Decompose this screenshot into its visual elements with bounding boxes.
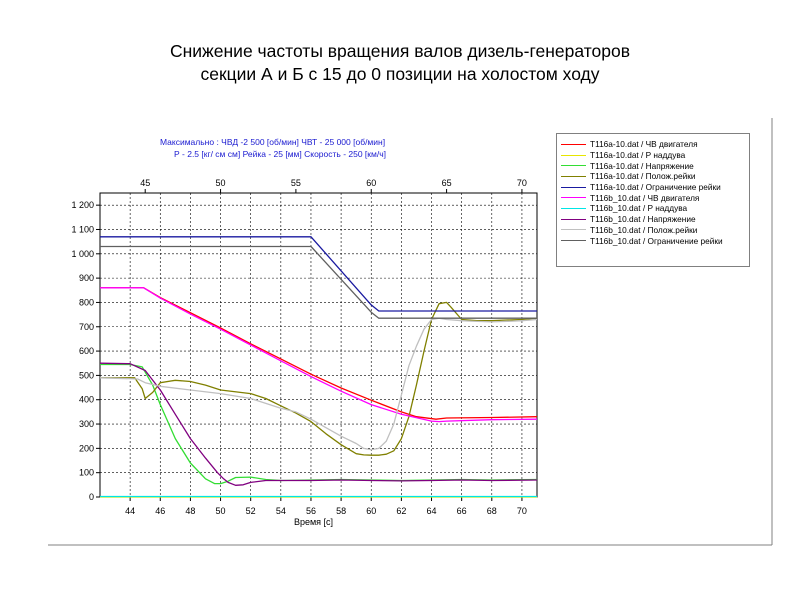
line-chart: 0 100 200 300 400 500 600 700 800 900 1 000 1 100 1 … [71, 178, 538, 527]
legend-swatch [561, 218, 586, 220]
header-info-line-2: Р - 2.5 [кг/ см см] Рейка - 25 [мм] Скор… [174, 149, 387, 159]
x-axis-label: Время [с] [294, 517, 333, 527]
x-tick-label-bottom: 48 [185, 506, 195, 516]
legend-swatch [561, 229, 586, 231]
x-tick-label-bottom: 56 [306, 506, 316, 516]
series-line-8 [99, 362, 538, 486]
legend-label: T116a-10.dat / ЧВ двигателя [590, 139, 698, 150]
plot-area [99, 192, 538, 498]
legend-label: T116a-10.dat / Полож.рейки [590, 171, 696, 182]
legend-swatch [561, 186, 586, 188]
legend-item: T116b_10.dat / ЧВ двигателя [561, 192, 749, 203]
x-tick-label-bottom: 44 [125, 506, 135, 516]
series-line-6 [100, 287, 538, 423]
legend-item: T116a-10.dat / Полож.рейки [561, 171, 749, 182]
legend-swatch [561, 175, 586, 177]
x-tick-label-bottom: 50 [216, 506, 226, 516]
x-tick-label-top: 55 [291, 178, 301, 188]
x-tick-label-top: 60 [366, 178, 376, 188]
y-tick-label: 400 [79, 395, 94, 405]
legend-label: T116b_10.dat / Напряжение [590, 214, 696, 225]
x-tick-label-top: 45 [140, 178, 150, 188]
legend-item: T116a-10.dat / P наддува [561, 150, 749, 161]
legend-label: T116b_10.dat / ЧВ двигателя [590, 192, 700, 203]
legend-swatch [561, 207, 586, 209]
y-tick-label: 300 [79, 419, 94, 429]
legend-label: T116a-10.dat / Ограничение рейки [590, 182, 721, 193]
legend-item: T116b_10.dat / Ограничение рейки [561, 235, 749, 246]
legend-item: T116b_10.dat / P наддува [561, 203, 749, 214]
chart-title-line-2: секции А и Б с 15 до 0 позиции на холост… [200, 64, 600, 84]
y-tick-label: 1 200 [71, 200, 94, 210]
y-tick-label: 500 [79, 370, 94, 380]
series-line-9 [99, 317, 538, 451]
series-line-5 [100, 236, 537, 312]
x-tick-label-bottom: 64 [427, 506, 437, 516]
series-line-1 [100, 287, 538, 420]
y-tick-label: 700 [79, 322, 94, 332]
y-tick-label: 200 [79, 443, 94, 453]
series-line-10 [100, 245, 537, 319]
legend-swatch [561, 154, 586, 156]
legend-label: T116b_10.dat / Ограничение рейки [590, 235, 723, 246]
chart-legend: T116a-10.dat / ЧВ двигателя T116a-10.dat … [556, 133, 750, 267]
legend-item: T116a-10.dat / Напряжение [561, 160, 749, 171]
legend-item: T116a-10.dat / Ограничение рейки [561, 182, 749, 193]
x-tick-label-bottom: 54 [276, 506, 286, 516]
legend-item: T116a-10.dat / ЧВ двигателя [561, 139, 749, 150]
y-tick-label: 0 [89, 492, 94, 502]
x-tick-label-bottom: 62 [396, 506, 406, 516]
y-tick-label: 600 [79, 346, 94, 356]
x-tick-label-top: 70 [517, 178, 527, 188]
legend-item: T116b_10.dat / Полож.рейки [561, 225, 749, 236]
x-tick-label-bottom: 46 [155, 506, 165, 516]
y-tick-label: 1 100 [71, 224, 94, 234]
x-tick-label-top: 65 [442, 178, 452, 188]
y-tick-label: 1 000 [71, 249, 94, 259]
legend-label: T116b_10.dat / P наддува [590, 203, 688, 214]
legend-item: T116b_10.dat / Напряжение [561, 214, 749, 225]
chart-title-line-1: Снижение частоты вращения валов дизель-г… [169, 41, 631, 61]
x-tick-label-bottom: 68 [487, 506, 497, 516]
legend-swatch [561, 143, 586, 145]
x-tick-label-bottom: 58 [336, 506, 346, 516]
x-tick-label-bottom: 70 [517, 506, 527, 516]
header-info-line-1: Максимально : ЧВД -2 500 [об/мин] ЧВТ - … [160, 137, 386, 147]
legend-label: T116a-10.dat / P наддува [590, 150, 686, 161]
chart-title: Снижение частоты вращения валов дизель-г… [0, 40, 800, 86]
legend-label: T116b_10.dat / Полож.рейки [590, 224, 698, 235]
chart-header-info: Максимально : ЧВД -2 500 [об/мин] ЧВТ - … [150, 136, 450, 160]
x-tick-label-bottom: 66 [457, 506, 467, 516]
y-tick-label: 900 [79, 273, 94, 283]
legend-swatch [561, 197, 586, 199]
legend-swatch [561, 240, 586, 242]
legend-swatch [561, 165, 586, 167]
x-tick-label-bottom: 60 [366, 506, 376, 516]
series-line-4 [100, 301, 538, 456]
x-tick-label-bottom: 52 [246, 506, 256, 516]
y-tick-label: 800 [79, 297, 94, 307]
x-tick-label-top: 50 [216, 178, 226, 188]
legend-label: T116a-10.dat / Напряжение [590, 160, 694, 171]
y-tick-label: 100 [79, 468, 94, 478]
